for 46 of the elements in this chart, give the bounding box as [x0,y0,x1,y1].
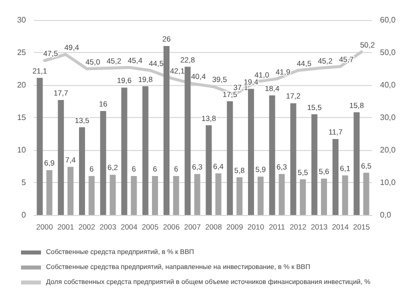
bar [320,178,327,215]
y-tick-label: 5 [22,178,27,187]
y-tick-label: 30 [17,16,27,24]
bar [130,176,137,215]
bar [290,103,296,215]
y-tick-label: 15 [17,113,27,122]
bar [67,166,74,215]
y-tick-label: 10 [17,146,27,154]
bar [46,170,52,215]
bar [88,176,95,215]
y2-tick-label: 30,0 [380,113,396,122]
bar [79,127,86,215]
bar [142,86,148,215]
bar [226,101,233,215]
bar [215,173,222,215]
bar [164,46,170,215]
bar [194,174,200,215]
bar [121,88,128,215]
bar [248,88,254,215]
bar [363,172,370,215]
y-tick-label: 20 [17,80,27,90]
bar [36,78,43,215]
bar [278,174,285,215]
bar [110,174,116,215]
bar [58,100,64,215]
bar [173,176,180,215]
y2-tick-label: 60,0 [380,16,396,24]
bar [152,176,158,215]
y-tick-label: 25 [17,48,27,57]
bar [258,176,264,215]
bar [236,177,242,215]
y2-tick-label: 0,0 [380,210,392,220]
bar [206,125,212,215]
bar [342,175,348,215]
bar [100,111,106,215]
bar [311,114,318,215]
bar [269,95,276,215]
bar [300,179,306,215]
y2-tick-label: 50,0 [380,48,396,57]
bar [332,138,339,215]
bar [184,66,191,215]
y2-tick-label: 40,0 [380,80,396,90]
y-tick-label: 0 [22,210,27,220]
y2-tick-label: 10,0 [380,178,396,187]
y2-tick-label: 20,0 [380,146,396,154]
bar [354,112,360,215]
